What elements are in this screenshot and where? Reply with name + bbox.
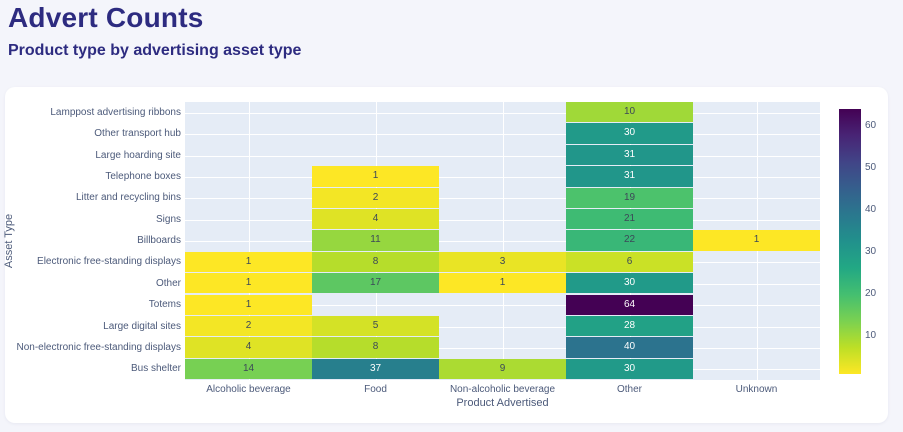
colorbar-tick-label: 20 (865, 288, 877, 300)
x-axis-title: Product Advertised (456, 397, 549, 409)
heatmap-cell[interactable]: 17 (312, 273, 439, 294)
y-tick-label: Lamppost advertising ribbons (50, 106, 181, 118)
heatmap-cell[interactable]: 8 (312, 337, 439, 358)
heatmap-cell[interactable]: 5 (312, 315, 439, 337)
heatmap-cell[interactable]: 2 (312, 187, 439, 208)
y-tick-label: Non-electronic free-standing displays (16, 341, 181, 353)
y-tick-label: Bus shelter (130, 363, 181, 375)
y-tick-label: Other transport hub (94, 128, 181, 140)
heatmap-cell[interactable]: 1 (185, 251, 312, 273)
heatmap-cell[interactable]: 6 (566, 251, 693, 273)
colorbar-tick-label: 40 (865, 204, 877, 215)
horizontal-gridline (185, 112, 820, 114)
heatmap-cell[interactable]: 4 (185, 337, 312, 358)
colorbar-gradient (839, 109, 861, 374)
y-tick-label: Other (155, 277, 181, 289)
heatmap-cell[interactable]: 9 (439, 358, 566, 379)
horizontal-gridline (185, 347, 820, 349)
heatmap-cell[interactable]: 31 (566, 144, 693, 166)
heatmap-cell[interactable]: 31 (566, 166, 693, 187)
heatmap-cell[interactable]: 1 (439, 273, 566, 294)
heatmap-cell[interactable]: 3 (439, 251, 566, 273)
x-tick-label: Unknown (735, 384, 778, 395)
horizontal-gridline (185, 155, 820, 157)
y-tick-label: Electronic free-standing displays (37, 256, 181, 268)
horizontal-gridline (185, 241, 820, 242)
heatmap-cell[interactable]: 22 (566, 230, 693, 251)
heatmap-cell[interactable]: 8 (312, 251, 439, 273)
heatmap-cell[interactable]: 30 (566, 358, 693, 379)
heatmap-cell[interactable]: 4 (312, 208, 439, 230)
y-tick-label: Large hoarding site (95, 149, 181, 161)
x-tick-label: Other (616, 384, 642, 395)
heatmap-cell[interactable]: 40 (566, 337, 693, 358)
heatmap-cell[interactable]: 10 (566, 102, 693, 123)
colorbar-tick-label: 60 (865, 119, 877, 131)
heatmap-cell[interactable]: 64 (566, 294, 693, 315)
y-tick-label: Litter and recycling bins (75, 192, 181, 204)
heatmap-cell[interactable]: 1 (185, 294, 312, 315)
heatmap-cell[interactable]: 19 (566, 187, 693, 208)
heatmap-cell[interactable]: 1 (312, 166, 439, 187)
horizontal-gridline (185, 219, 820, 221)
heatmap-cell[interactable]: 2 (185, 315, 312, 337)
heatmap-cell[interactable]: 1 (185, 273, 312, 294)
heatmap-cell[interactable]: 11 (312, 230, 439, 251)
x-tick-label: Alcoholic beverage (206, 384, 291, 395)
heatmap-cell[interactable]: 30 (566, 273, 693, 294)
horizontal-gridline (185, 305, 820, 307)
y-tick-label: Telephone boxes (105, 170, 181, 182)
y-tick-label: Large digital sites (103, 320, 181, 332)
page-title: Advert Counts (8, 2, 204, 33)
y-tick-label: Totems (148, 299, 181, 311)
horizontal-gridline (185, 176, 820, 178)
colorbar-tick-label: 10 (865, 330, 877, 342)
heatmap-cell[interactable]: 37 (312, 358, 439, 379)
horizontal-gridline (185, 134, 820, 136)
colorbar-tick-label: 50 (865, 161, 877, 173)
heatmap-plot-area[interactable]: 10 30 31 1 31 2 19 4 21 11 22 1 1 8 3 6 1 17 1 30 1 64 2 5 28 4 8 4… (185, 102, 820, 380)
heatmap-cell[interactable]: 30 (566, 123, 693, 144)
heatmap-cell[interactable]: 28 (566, 315, 693, 337)
x-tick-label: Food (364, 384, 387, 395)
x-tick-label: Non-alcoholic beverage (449, 384, 556, 395)
heatmap-cell[interactable]: 21 (566, 208, 693, 230)
colorbar-tick-label: 30 (865, 246, 877, 257)
horizontal-gridline (185, 198, 820, 200)
page-subtitle: Product type by advertising asset type (8, 42, 302, 59)
horizontal-gridline (185, 326, 820, 328)
y-tick-label: Billboards (137, 235, 181, 246)
y-tick-label: Signs (155, 213, 181, 225)
heatmap-cell[interactable]: 14 (185, 358, 312, 379)
heatmap-cell[interactable]: 1 (693, 230, 820, 251)
